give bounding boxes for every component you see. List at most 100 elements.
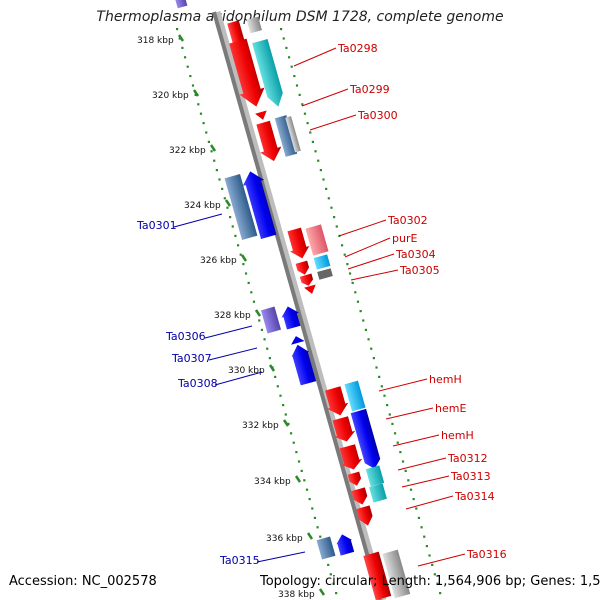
ruler-dot	[199, 112, 203, 115]
ruler-dot	[207, 140, 211, 143]
gene-arrow-reverse	[336, 534, 355, 556]
genome-backbone	[212, 11, 382, 600]
genome-stats-text: Topology: circular; Length: 1,564,906 bp…	[260, 574, 600, 589]
callout-leader	[208, 347, 258, 361]
ruler-dot	[301, 103, 304, 106]
ruler-dot	[282, 37, 285, 40]
ruler-dot	[420, 526, 423, 529]
gene-block	[246, 16, 262, 34]
kbp-tick-mark	[240, 254, 248, 262]
gene-block	[317, 268, 333, 280]
ruler-dot	[223, 197, 226, 200]
map-title: Thermoplasma acidophilum DSM 1728, compl…	[96, 9, 504, 25]
ruler-dot	[268, 357, 271, 360]
forward-gene-label: hemH	[429, 373, 462, 386]
callout-leader	[256, 551, 306, 563]
ruler-dot	[297, 460, 301, 463]
gene-arrow-forward	[351, 487, 368, 505]
callout-leader	[350, 269, 399, 281]
gene-block	[363, 551, 392, 600]
gene-block	[344, 380, 366, 412]
gene-arrow-forward	[325, 386, 349, 416]
ruler-dot	[218, 178, 221, 181]
callout-leader	[397, 457, 447, 471]
kbp-tick-label: 336 kbp	[266, 534, 303, 544]
gene-arrow-forward	[332, 416, 356, 442]
ruler-dot	[252, 300, 256, 303]
ruler-dot	[311, 140, 315, 143]
gene-arrow-forward	[295, 260, 310, 275]
ruler-dot	[404, 469, 407, 472]
ruler-dot	[178, 37, 181, 40]
gene-arrow-forward	[255, 110, 267, 120]
forward-gene-label: Ta0300	[357, 109, 398, 122]
ruler-dot	[279, 394, 282, 397]
ruler-dot	[300, 469, 303, 472]
ruler-dot	[412, 498, 415, 501]
forward-gene-label: hemH	[441, 429, 474, 442]
callout-leader	[338, 219, 387, 237]
ruler-dot	[375, 366, 378, 369]
gene-block	[313, 254, 331, 270]
kbp-tick-label: 318 kbp	[137, 36, 174, 46]
forward-gene-label: Ta0304	[395, 248, 436, 261]
reverse-gene-label: Ta0308	[177, 377, 218, 390]
callout-leader	[301, 88, 349, 107]
ruler-dot	[239, 253, 242, 256]
ruler-dot	[325, 187, 328, 190]
forward-strand-tick-ruler	[280, 28, 442, 595]
ruler-dot	[274, 375, 277, 378]
reverse-gene-label: Ta0301	[136, 219, 177, 232]
kbp-tick-label: 326 kbp	[200, 256, 237, 266]
ruler-dot	[191, 84, 195, 87]
ruler-dot	[303, 479, 306, 482]
ruler-dot	[431, 563, 434, 566]
ruler-dot	[332, 582, 335, 585]
gene-arrow-forward	[304, 284, 316, 294]
gene-arrow-forward	[229, 38, 265, 107]
genome-backbone-shadow	[213, 11, 387, 600]
callout-leader	[347, 253, 395, 270]
callout-leader	[293, 47, 337, 67]
ruler-dot	[287, 422, 290, 425]
ruler-dot	[396, 441, 399, 444]
ruler-dot	[364, 328, 368, 331]
forward-gene-label: Ta0312	[447, 452, 488, 465]
reverse-gene-label: Ta0306	[165, 330, 206, 343]
ruler-dot	[234, 234, 237, 237]
ruler-dot	[293, 75, 296, 78]
gene-callouts: Ta0298 Ta0299 Ta0300 Ta0302 purE Ta0304 Ta0305…	[136, 42, 507, 567]
ruler-dot	[362, 319, 365, 322]
ruler-dot	[305, 488, 309, 491]
ruler-dot	[391, 422, 394, 425]
ruler-dot	[176, 28, 179, 31]
ruler-dot	[282, 404, 285, 407]
gene-block	[316, 536, 336, 560]
kbp-tick-mark	[192, 89, 200, 97]
ruler-dot	[428, 554, 431, 557]
kbp-tick-mark	[224, 199, 232, 207]
ruler-dot	[317, 159, 320, 162]
gene-arrow-reverse	[281, 306, 301, 330]
ruler-dot	[327, 563, 330, 566]
ruler-dot	[186, 65, 189, 68]
gene-block	[365, 465, 385, 487]
ruler-dot	[306, 122, 309, 125]
gene-arrow-forward	[299, 273, 314, 286]
kbp-tick-mark	[254, 309, 262, 317]
ruler-dot	[258, 319, 261, 322]
callout-leader	[204, 325, 253, 339]
kbp-tick-labels: 318 kbp 320 kbp 322 kbp 324 kbp 326 kbp 328 k…	[137, 34, 326, 600]
gene-arrow-forward	[252, 38, 283, 107]
gene-arrow-forward	[350, 408, 381, 469]
ruler-dot	[314, 150, 317, 153]
gene-block	[305, 224, 329, 256]
ruler-dot	[303, 112, 307, 115]
forward-gene-label: Ta0298	[337, 42, 378, 55]
forward-gene-label: Ta0305	[399, 264, 440, 277]
callout-leader	[401, 475, 450, 488]
ruler-dot	[439, 592, 442, 595]
ruler-dot	[388, 413, 391, 416]
callout-leader	[405, 495, 454, 510]
reverse-gene-label: Ta0315	[219, 554, 260, 567]
